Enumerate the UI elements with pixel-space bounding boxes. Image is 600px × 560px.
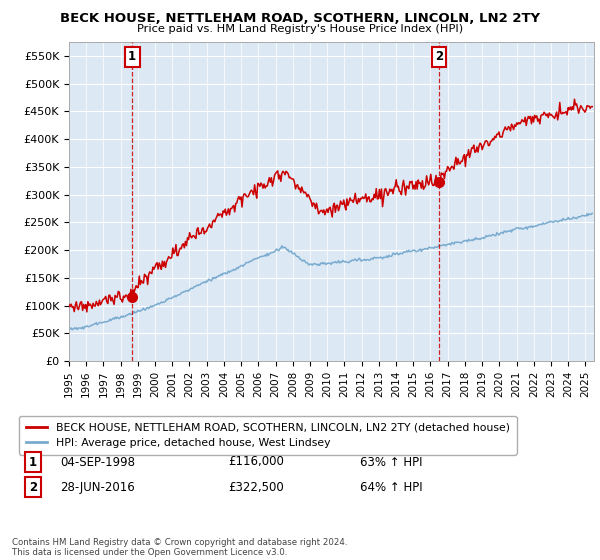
Text: 1: 1	[29, 455, 37, 469]
Legend: BECK HOUSE, NETTLEHAM ROAD, SCOTHERN, LINCOLN, LN2 2TY (detached house), HPI: Av: BECK HOUSE, NETTLEHAM ROAD, SCOTHERN, LI…	[19, 416, 517, 455]
Text: Price paid vs. HM Land Registry's House Price Index (HPI): Price paid vs. HM Land Registry's House …	[137, 24, 463, 34]
Text: 2: 2	[29, 480, 37, 494]
Text: 2: 2	[435, 50, 443, 63]
Text: 28-JUN-2016: 28-JUN-2016	[60, 480, 135, 494]
Text: Contains HM Land Registry data © Crown copyright and database right 2024.
This d: Contains HM Land Registry data © Crown c…	[12, 538, 347, 557]
Text: 63% ↑ HPI: 63% ↑ HPI	[360, 455, 422, 469]
Text: 64% ↑ HPI: 64% ↑ HPI	[360, 480, 422, 494]
Text: 04-SEP-1998: 04-SEP-1998	[60, 455, 135, 469]
Text: £116,000: £116,000	[228, 455, 284, 469]
Text: BECK HOUSE, NETTLEHAM ROAD, SCOTHERN, LINCOLN, LN2 2TY: BECK HOUSE, NETTLEHAM ROAD, SCOTHERN, LI…	[60, 12, 540, 25]
Text: £322,500: £322,500	[228, 480, 284, 494]
Text: 1: 1	[128, 50, 136, 63]
